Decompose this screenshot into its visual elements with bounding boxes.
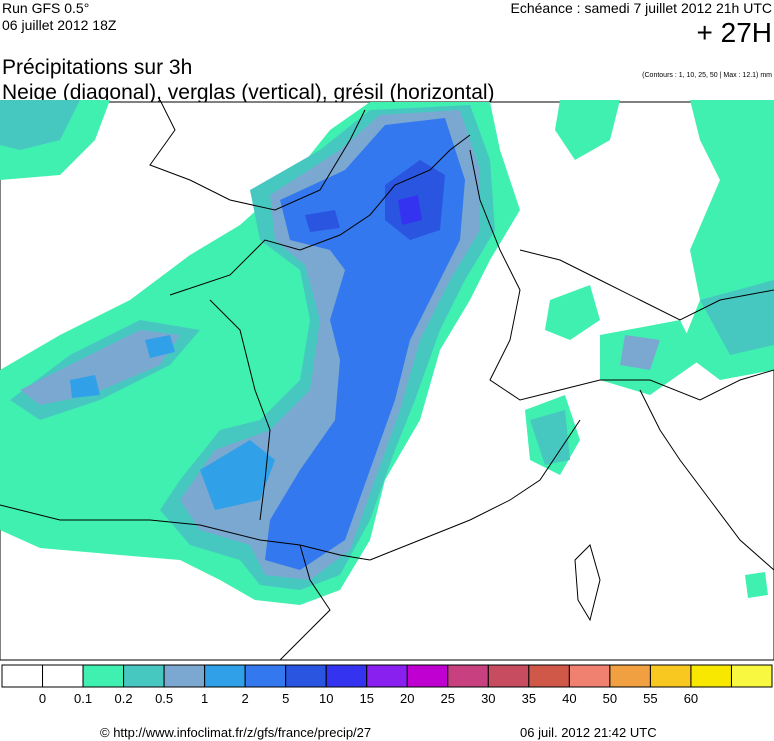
legend: 0 0.1 0.2 0.5 1 2 5 10 15 20 25 30 35 40 50 55 60 <box>1 664 773 706</box>
legend-swatch <box>82 664 125 688</box>
legend-label: 15 <box>360 691 374 706</box>
coastline <box>169 134 471 296</box>
legend-label: 40 <box>562 691 576 706</box>
legend-swatch <box>366 664 408 688</box>
area <box>620 335 660 370</box>
legend-label: 0.1 <box>74 691 92 706</box>
legend-label: 50 <box>603 691 617 706</box>
area <box>700 280 774 355</box>
legend-label: 20 <box>400 691 414 706</box>
legend-label: 2 <box>242 691 249 706</box>
coastline <box>279 544 331 661</box>
area <box>145 335 175 358</box>
legend-label: 5 <box>282 691 289 706</box>
area <box>530 410 570 465</box>
coastline <box>574 544 601 622</box>
precip-1 <box>70 335 275 510</box>
legend-swatch <box>42 664 84 688</box>
area <box>305 210 340 232</box>
legend-swatch <box>649 664 692 688</box>
map <box>0 99 774 661</box>
legend-swatch <box>325 664 368 688</box>
coastline <box>149 99 366 211</box>
area <box>0 100 80 150</box>
legend-swatch <box>123 664 165 688</box>
area <box>20 330 180 405</box>
legend-label: 1 <box>201 691 208 706</box>
legend-swatch <box>447 664 489 688</box>
legend-swatch <box>163 664 206 688</box>
legend-label: 55 <box>643 691 657 706</box>
legend-swatch <box>568 664 611 688</box>
legend-label: 30 <box>481 691 495 706</box>
precip-10 <box>398 195 422 225</box>
legend-swatch <box>406 664 449 688</box>
forecast-time: Echéance : samedi 7 juillet 2012 21h UTC <box>511 0 772 16</box>
legend-swatch <box>204 664 246 688</box>
legend-label: 60 <box>684 691 698 706</box>
legend-label: 0 <box>39 691 46 706</box>
footer-url: © http://www.infoclimat.fr/z/gfs/france/… <box>100 725 371 740</box>
legend-swatch <box>487 664 530 688</box>
coastline <box>369 419 581 561</box>
map-title: Précipitations sur 3h <box>2 56 192 79</box>
legend-swatch <box>528 664 570 688</box>
footer-timestamp: 06 juil. 2012 21:42 UTC <box>520 725 657 740</box>
area <box>745 572 768 598</box>
legend-swatch <box>730 664 773 688</box>
legend-label: 25 <box>441 691 455 706</box>
legend-swatch <box>609 664 651 688</box>
coastline <box>0 504 371 561</box>
run-label: Run GFS 0.5° <box>2 0 89 16</box>
coastline <box>639 389 774 571</box>
legend-swatch <box>690 664 732 688</box>
legend-label: 0.5 <box>155 691 173 706</box>
area <box>70 375 100 398</box>
area <box>398 195 422 225</box>
legend-swatch <box>244 664 287 688</box>
area <box>545 285 600 340</box>
legend-label: 10 <box>319 691 333 706</box>
legend-swatch <box>1 664 44 688</box>
forecast-offset: + 27H <box>697 17 773 48</box>
coastline <box>469 149 774 401</box>
map-subtitle: Neige (diagonal), verglas (vertical), gr… <box>2 81 495 104</box>
coastline <box>519 249 774 321</box>
coastline <box>209 299 271 521</box>
legend-label: 0.2 <box>115 691 133 706</box>
area <box>555 100 620 160</box>
legend-label: 35 <box>522 691 536 706</box>
coastlines <box>0 99 774 661</box>
area <box>200 440 275 510</box>
run-date: 06 juillet 2012 18Z <box>2 17 117 33</box>
legend-swatch <box>285 664 327 688</box>
contours-note: (Contours : 1, 10, 25, 50 | Max : 12.1) … <box>642 72 772 79</box>
